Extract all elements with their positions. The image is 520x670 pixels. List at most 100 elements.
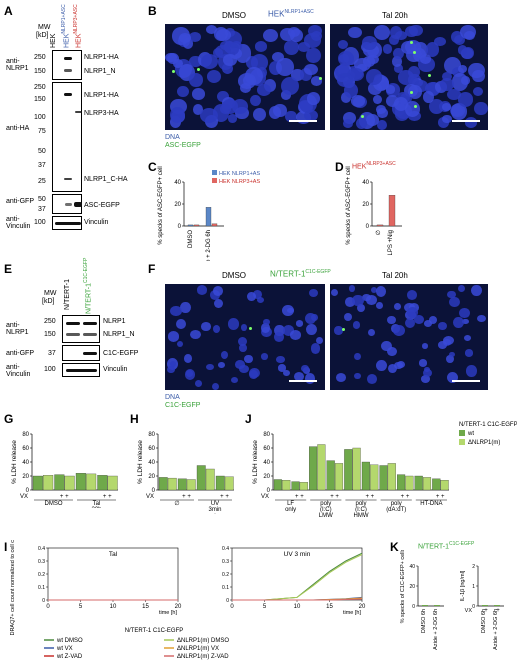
y-tick-label: 20: [22, 474, 29, 480]
row-label-anti-ha: anti-HA: [6, 125, 30, 132]
bar-2-1: [205, 468, 215, 491]
y-axis-label: % LDH release: [252, 440, 259, 484]
legend-f-c1c: C1C-EGFP: [165, 402, 201, 409]
x-tick-label: 5: [263, 604, 267, 610]
y-tick-label: 20: [148, 474, 155, 480]
cell-nucleus: [199, 107, 218, 123]
legend-label-0: wt DMSO: [56, 638, 83, 644]
bar-0-1: [43, 475, 54, 491]
bar-2-0: [309, 446, 318, 491]
cell-nucleus: [375, 302, 383, 310]
cell-nucleus: [283, 40, 299, 56]
cell-nucleus: [464, 349, 474, 357]
cell-nucleus: [305, 313, 317, 325]
y-axis-label: % LDH release: [137, 440, 144, 484]
chart-i: DRAQ7+ cell count normalized to cell con…: [10, 540, 366, 660]
legend-dnlrp1: ΔNLRP1(m): [468, 440, 500, 446]
cell-nucleus: [472, 87, 483, 97]
micrograph-f-tal: [330, 284, 488, 390]
cell-nucleus: [393, 64, 404, 74]
cell-nucleus: [205, 363, 214, 371]
group-label-1: poly: [320, 501, 331, 507]
group-label-3: (dA:dT): [386, 507, 406, 513]
x-cat-dmso: DMSO: [188, 230, 194, 248]
cell-nucleus: [295, 319, 304, 327]
cell-nucleus: [189, 73, 203, 87]
cell-nucleus: [249, 369, 258, 380]
group-label-0: DMSO: [45, 501, 63, 507]
cell-nucleus: [337, 51, 354, 66]
group-label-0: LF: [287, 501, 294, 507]
y-tick-label: 0.3: [38, 559, 45, 565]
cell-nucleus: [464, 335, 472, 341]
scale-bar: [452, 120, 480, 122]
vx-label: VX: [146, 494, 154, 500]
cell-nucleus: [240, 323, 248, 331]
panel-b-title: HEKNLRP1+ASC: [268, 9, 314, 19]
cell-nucleus: [304, 64, 318, 76]
bar-0-1: [167, 477, 177, 491]
cell-nucleus: [422, 90, 434, 103]
cell-nucleus: [457, 64, 468, 74]
bar-3-0: [215, 475, 225, 491]
legend-f-dna: DNA: [165, 394, 180, 401]
legend-label-5: ΔNLRP1(m) Z-VAD: [177, 654, 229, 660]
panel-b-cond-dmso: DMSO: [222, 11, 246, 20]
cell-nucleus: [362, 56, 376, 67]
cell-nucleus: [405, 317, 416, 328]
panel-label-f: F: [148, 262, 156, 276]
vx-plus: + +: [103, 494, 112, 500]
cell-nucleus: [376, 360, 388, 372]
y-axis-label: % specks of ASC-EGFP+ cells: [346, 166, 352, 245]
band-label-c1c-egfp: C1C-EGFP: [103, 350, 139, 357]
cell-nucleus: [344, 296, 356, 308]
bar-2-0: [75, 473, 86, 491]
cell-nucleus: [372, 94, 382, 105]
cell-nucleus: [286, 307, 294, 314]
panel-label-a: A: [4, 4, 13, 18]
bar-0: [482, 605, 488, 606]
cell-nucleus: [446, 354, 455, 364]
blot-nlrp1: [52, 50, 82, 80]
cell-nucleus: [194, 379, 203, 388]
y-tick-label: 80: [148, 432, 155, 438]
band-label-nlrp1-c-ha: NLRP1_C-HA: [84, 176, 128, 183]
cell-nucleus: [462, 318, 469, 325]
cell-nucleus: [405, 101, 421, 117]
y-tick-label: 2: [472, 564, 475, 570]
cell-nucleus: [293, 371, 305, 381]
y-tick-label: 40: [362, 180, 369, 186]
cell-nucleus: [311, 31, 323, 42]
cell-nucleus: [220, 350, 228, 359]
cell-nucleus: [423, 366, 431, 373]
cell-nucleus: [193, 104, 204, 115]
cell-nucleus: [165, 52, 177, 63]
y-tick-label: 80: [263, 432, 270, 438]
cell-nucleus: [343, 83, 359, 99]
blot-vinculin: [52, 216, 82, 230]
vx-plus: + +: [182, 494, 191, 500]
cell-nucleus: [352, 294, 364, 307]
bar-1-0: [177, 478, 187, 491]
y-tick-label: 0.1: [222, 585, 229, 591]
blot-e-vinculin: [62, 363, 100, 377]
cell-nucleus: [370, 286, 378, 293]
panel-d-title: HEKNLRP3+ASC: [352, 161, 396, 171]
cell-nucleus: [366, 69, 383, 85]
cell-nucleus: [373, 25, 391, 41]
cell-nucleus: [290, 330, 302, 340]
y-tick-label: 60: [148, 446, 155, 452]
panel-label-k: K: [390, 540, 399, 554]
blot-e-gfp: [62, 345, 100, 361]
cell-nucleus: [200, 53, 219, 69]
x-tick-label: 20: [359, 604, 366, 610]
cell-nucleus: [271, 52, 284, 63]
bar-0: [376, 224, 384, 227]
cell-nucleus: [274, 324, 285, 337]
cell-nucleus: [310, 343, 321, 354]
cell-nucleus: [268, 105, 282, 120]
y-axis-label: DRAQ7+ cell count normalized to cell con…: [10, 540, 16, 636]
y-axis-label: % specks of C1C-EGFP+ cells: [400, 550, 406, 623]
cell-nucleus: [186, 369, 194, 377]
cell-nucleus: [461, 46, 475, 59]
